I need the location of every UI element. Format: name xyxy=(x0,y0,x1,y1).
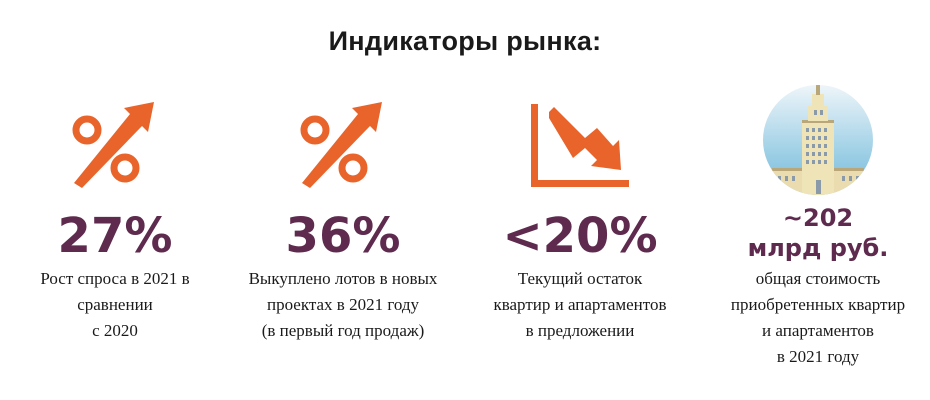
page-title: Индикаторы рынка: xyxy=(328,26,602,56)
indicator-card: 27% Рост спроса в 2021 в сравнении с 202… xyxy=(0,0,230,400)
percent-up-arrow-icon xyxy=(0,88,230,198)
indicator-description: общая стоимость приобретенных квартир и … xyxy=(730,269,906,366)
indicator-description: Выкуплено лотов в новых проектах в 2021 … xyxy=(248,269,438,340)
indicator-description: Рост спроса в 2021 в сравнении с 2020 xyxy=(40,269,190,340)
indicator-value: 36% xyxy=(285,208,401,264)
indicator-value: 27% xyxy=(57,208,173,264)
indicator-value: <20% xyxy=(502,208,658,264)
chart-down-arrow-icon xyxy=(465,88,695,198)
indicator-card: 36% Выкуплено лотов в новых проектах в 2… xyxy=(228,0,458,400)
percent-up-arrow-icon xyxy=(228,88,458,198)
indicator-card: ~202 млрд руб. общая стоимость приобрете… xyxy=(703,0,930,400)
indicator-value: ~202 млрд руб. xyxy=(747,204,889,262)
building-icon xyxy=(703,80,930,195)
indicator-description: Текущий остаток квартир и апартаментов в… xyxy=(493,269,667,340)
indicator-card: <20% Текущий остаток квартир и апартамен… xyxy=(465,0,695,400)
